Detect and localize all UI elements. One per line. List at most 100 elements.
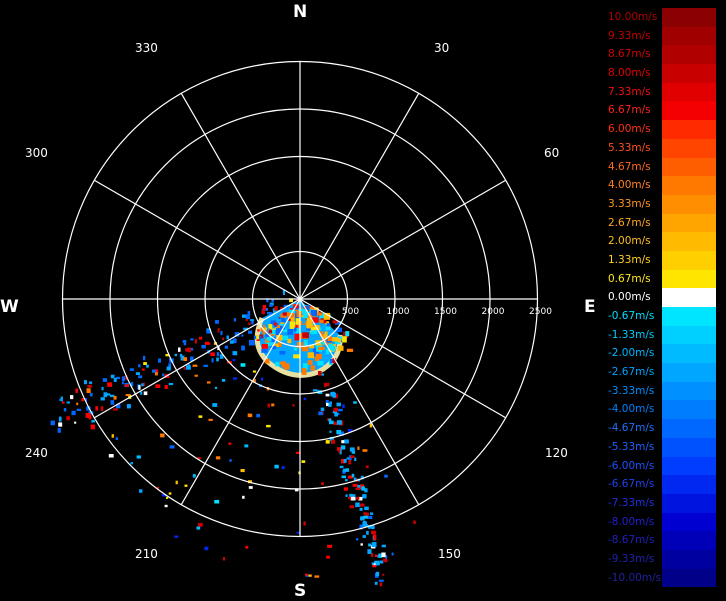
echo-bin (156, 487, 159, 490)
legend-row: 4.00m/s (606, 176, 716, 195)
echo-bin (253, 379, 256, 383)
echo-bin (174, 353, 178, 357)
compass-east: E (584, 297, 596, 317)
echo-bin (91, 420, 95, 423)
echo-bin (325, 440, 330, 444)
echo-bin (294, 488, 299, 492)
echo-bin (282, 312, 287, 316)
echo-bin (108, 454, 114, 458)
echo-bin (232, 351, 238, 356)
echo-bin (197, 457, 201, 460)
echo-bin (140, 391, 143, 395)
echo-bin (274, 464, 279, 469)
echo-bin (302, 320, 306, 324)
echo-bin (310, 330, 318, 335)
echo-bin (336, 429, 342, 435)
echo-bin (359, 503, 365, 507)
echo-bin (103, 392, 108, 398)
echo-bin (282, 328, 289, 333)
legend-row: -6.00m/s (606, 456, 716, 476)
echo-bin (57, 428, 61, 433)
echo-bin (203, 364, 208, 367)
echo-bin (349, 505, 355, 509)
echo-bin (256, 413, 261, 418)
echo-bin (324, 331, 328, 339)
echo-bin (197, 522, 203, 527)
echo-bin (270, 345, 277, 350)
echo-bin (337, 345, 344, 351)
legend-row: 2.67m/s (606, 213, 716, 233)
legend-row: -4.67m/s (606, 419, 716, 438)
echo-bin (356, 538, 359, 541)
echo-bin (302, 363, 308, 370)
legend-swatch (662, 493, 716, 513)
legend-row: 7.33m/s (606, 82, 716, 102)
legend-row: 1.33m/s (606, 250, 716, 270)
echo-bin (327, 340, 333, 346)
echo-bin (355, 502, 360, 508)
echo-bin (359, 507, 363, 511)
echo-bin (125, 394, 131, 397)
echo-bin (319, 331, 324, 337)
echo-bin (318, 371, 322, 376)
echo-bin (343, 459, 347, 463)
echo-bin (280, 325, 285, 330)
legend-label: 1.33m/s (608, 253, 651, 266)
echo-bin (266, 298, 269, 303)
echo-bin (86, 406, 91, 411)
echo-bin (183, 342, 187, 346)
legend-label: -8.67m/s (608, 534, 655, 547)
echo-bin (287, 338, 292, 344)
legend-row: 0.00m/s (606, 288, 716, 307)
echo-bin (381, 544, 386, 548)
echo-bin (226, 335, 229, 340)
echo-bin (280, 320, 285, 325)
echo-bin (261, 309, 265, 315)
echo-bin (317, 360, 324, 366)
echo-bin (336, 402, 341, 407)
echo-bin (341, 440, 345, 444)
range-label: 1000 (387, 307, 410, 317)
echo-bin (378, 579, 384, 582)
echo-bin (111, 434, 114, 438)
legend-label: -0.67m/s (608, 310, 655, 322)
echo-bin (90, 424, 95, 430)
echo-bin (273, 322, 277, 326)
echo-bin (346, 457, 351, 460)
echo-bin (279, 351, 286, 355)
echo-bin (372, 562, 377, 566)
echo-bin (130, 462, 134, 465)
legend-swatch (662, 138, 716, 158)
echo-bin (264, 308, 269, 311)
echo-bin (310, 311, 317, 315)
echo-bin (295, 318, 300, 325)
echo-bin (60, 396, 63, 402)
echo-bin (340, 445, 346, 450)
legend-row: -5.33m/s (606, 437, 716, 457)
echo-bin (294, 333, 300, 341)
echo-bin (204, 546, 209, 551)
azimuth-spoke (299, 298, 420, 505)
echo-bin (293, 347, 298, 351)
echo-bin (116, 404, 121, 409)
echo-bin (379, 582, 383, 587)
echo-bin (360, 543, 363, 546)
echo-bin (268, 342, 274, 347)
echo-bin (110, 400, 115, 405)
echo-bin (220, 331, 223, 336)
legend-row: -1.33m/s (606, 325, 716, 345)
echo-bin (368, 515, 373, 520)
echo-bin (217, 328, 220, 333)
echo-bin (102, 378, 108, 382)
azimuth-spoke (299, 179, 506, 300)
echo-bin (364, 512, 370, 516)
legend-swatch (662, 437, 716, 457)
echo-bin (228, 442, 232, 445)
echo-bin (160, 433, 165, 438)
angle-label-210: 210 (135, 547, 158, 561)
echo-bin (333, 407, 338, 412)
echo-bin (329, 420, 334, 425)
echo-bin (241, 345, 245, 351)
echo-bin (317, 312, 323, 316)
